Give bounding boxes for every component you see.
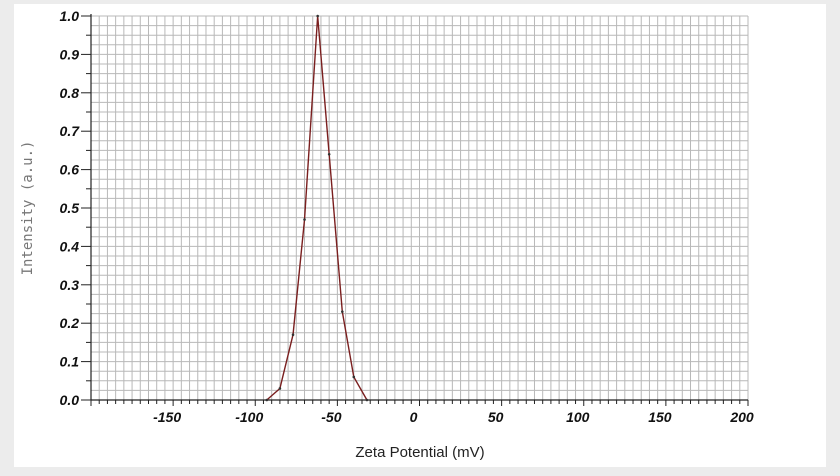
- data-point: [291, 333, 295, 337]
- y-tick-label: 0.2: [60, 315, 80, 331]
- x-tick-label: 50: [488, 409, 504, 425]
- y-tick-label: 0.8: [60, 85, 80, 101]
- x-tick-label: -100: [235, 409, 263, 425]
- x-tick-labels: -150 -100 -50 0 50 100 150 200: [153, 409, 754, 425]
- x-tick-label: -150: [153, 409, 181, 425]
- data-point: [365, 398, 369, 402]
- y-tick-label: 0.7: [60, 123, 81, 139]
- y-tick-label: 0.6: [60, 162, 80, 178]
- y-tick-labels: 0.0 0.1 0.2 0.3 0.4 0.5 0.6 0.7 0.8 0.9 1.0: [60, 8, 81, 408]
- data-point: [352, 375, 356, 379]
- y-tick-label: 0.1: [60, 354, 80, 370]
- data-point: [278, 387, 282, 390]
- data-point: [327, 152, 331, 156]
- x-axis-label: Zeta Potential (mV): [355, 444, 484, 461]
- data-point: [303, 218, 306, 221]
- series-layer: [265, 14, 369, 402]
- y-axis-label: Intensity (a.u.): [20, 141, 36, 276]
- grid-lines: [91, 15, 749, 400]
- data-point: [341, 310, 344, 313]
- x-tick-label: 150: [648, 409, 672, 425]
- x-tick-label: 100: [566, 409, 590, 425]
- y-tick-label: 0.4: [60, 238, 80, 254]
- y-tick-label: 0.3: [60, 277, 80, 293]
- y-tick-label: 1.0: [60, 8, 80, 24]
- y-tick-label: 0.0: [60, 392, 80, 408]
- x-tick-label: -50: [321, 409, 341, 425]
- data-point: [316, 14, 319, 18]
- x-tick-label: 0: [410, 409, 418, 425]
- data-point: [265, 398, 269, 402]
- y-tick-label: 0.5: [60, 200, 80, 216]
- axes: [81, 14, 749, 406]
- x-tick-label: 200: [729, 409, 754, 425]
- y-tick-label: 0.9: [60, 46, 80, 62]
